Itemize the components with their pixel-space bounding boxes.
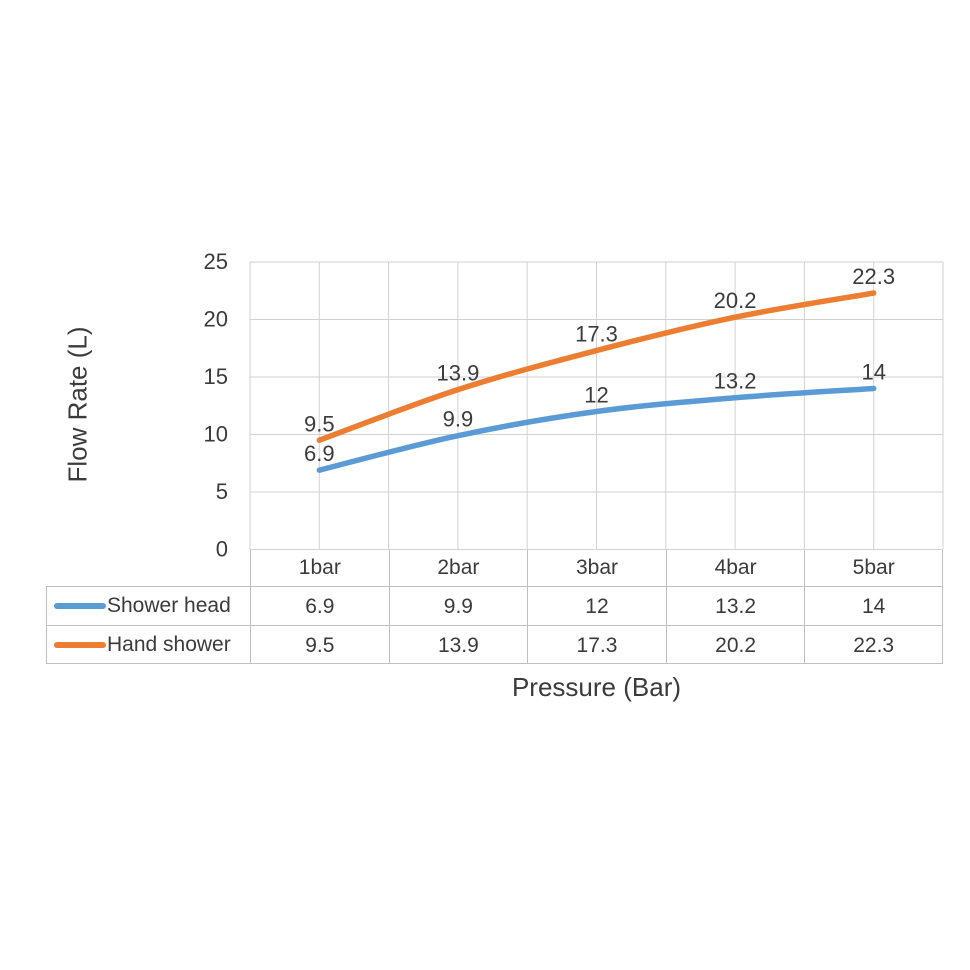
table-value: 9.5 <box>250 625 389 664</box>
y-tick-label: 5 <box>216 479 228 504</box>
x-axis-title: Pressure (Bar) <box>511 672 682 702</box>
data-label-shower-head: 12 <box>584 383 608 408</box>
y-axis-title: Flow Rate (L) <box>62 326 93 483</box>
table-value: 20.2 <box>665 625 805 664</box>
shower-head-line-swatch <box>54 603 106 609</box>
x-tick-label: 1bar <box>250 550 389 586</box>
data-label-hand-shower: 17.3 <box>575 322 618 347</box>
data-label-shower-head: 9.9 <box>443 407 474 432</box>
table-value: 6.9 <box>250 586 389 625</box>
table-value: 13.2 <box>665 586 805 625</box>
data-label-hand-shower: 22.3 <box>852 264 895 289</box>
y-tick-label: 25 <box>204 249 228 274</box>
table-value: 9.9 <box>388 586 528 625</box>
table-value: 13.9 <box>388 625 528 664</box>
data-label-hand-shower: 13.9 <box>436 361 479 386</box>
legend-item-shower-head: Shower head <box>46 586 250 625</box>
chart-data-table: 1bar 2bar 3bar 4bar 5bar Shower head 6.9… <box>46 550 943 664</box>
data-label-shower-head: 13.2 <box>714 369 757 394</box>
data-label-shower-head: 6.9 <box>304 441 335 466</box>
hand-shower-line-swatch <box>54 641 106 648</box>
data-label-hand-shower: 20.2 <box>714 288 757 313</box>
data-label-shower-head: 14 <box>861 360 885 385</box>
table-value: 12 <box>527 586 666 625</box>
y-tick-label: 0 <box>216 537 228 562</box>
y-tick-label: 15 <box>204 364 228 389</box>
series-line-shower-head <box>316 385 877 473</box>
series-line-hand-shower <box>316 290 877 443</box>
x-tick-label: 4bar <box>665 550 805 586</box>
series-name: Shower head <box>107 594 231 617</box>
legend-item-hand-shower: Hand shower <box>46 625 250 664</box>
x-tick-label: 2bar <box>388 550 528 586</box>
table-corner-cell <box>46 550 250 586</box>
data-label-hand-shower: 9.5 <box>304 411 335 436</box>
table-value: 17.3 <box>527 625 666 664</box>
x-tick-label: 3bar <box>527 550 666 586</box>
table-value: 22.3 <box>804 625 943 664</box>
series-name: Hand shower <box>107 632 231 656</box>
x-tick-label: 5bar <box>804 550 943 586</box>
table-value: 14 <box>804 586 943 625</box>
y-tick-label: 20 <box>204 307 228 332</box>
y-tick-label: 10 <box>204 422 228 447</box>
